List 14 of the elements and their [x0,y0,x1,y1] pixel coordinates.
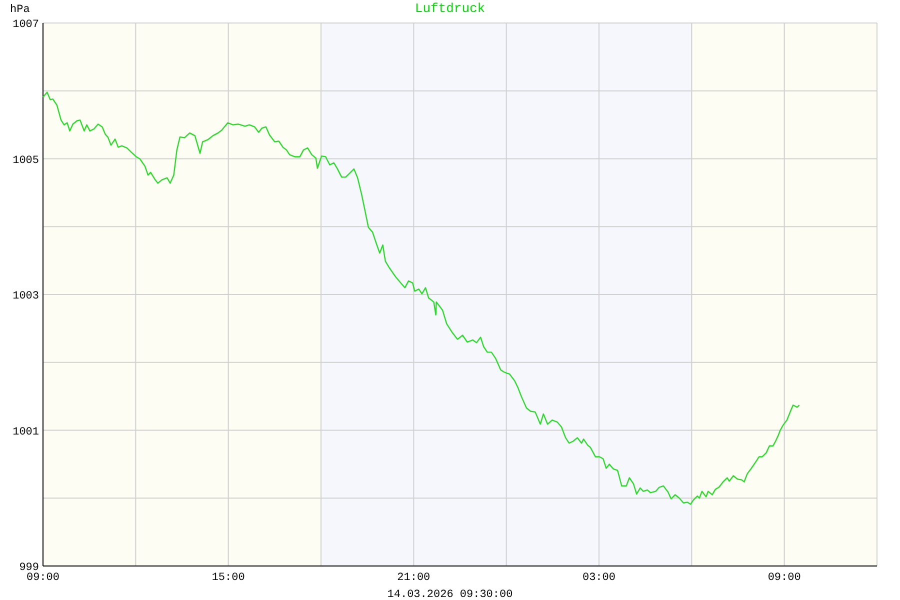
y-tick-label: 1005 [12,154,39,167]
y-tick-label: 1001 [12,426,40,438]
x-tick-label: 21:00 [397,572,430,584]
x-axis-title: 14.03.2026 09:30:00 [387,589,513,600]
x-tick-label: 09:00 [26,572,60,584]
chart-title: Luftdruck [414,1,486,16]
y-tick-label: 1007 [12,19,39,31]
x-tick-label: 03:00 [582,572,616,584]
x-tick-label: 15:00 [212,572,245,584]
y-tick-label: 1003 [12,290,39,302]
y-tick-label: 999 [19,562,39,574]
x-tick-label: 09:00 [768,572,801,584]
line-series [42,92,800,505]
y-axis-title: hPa [10,4,30,16]
